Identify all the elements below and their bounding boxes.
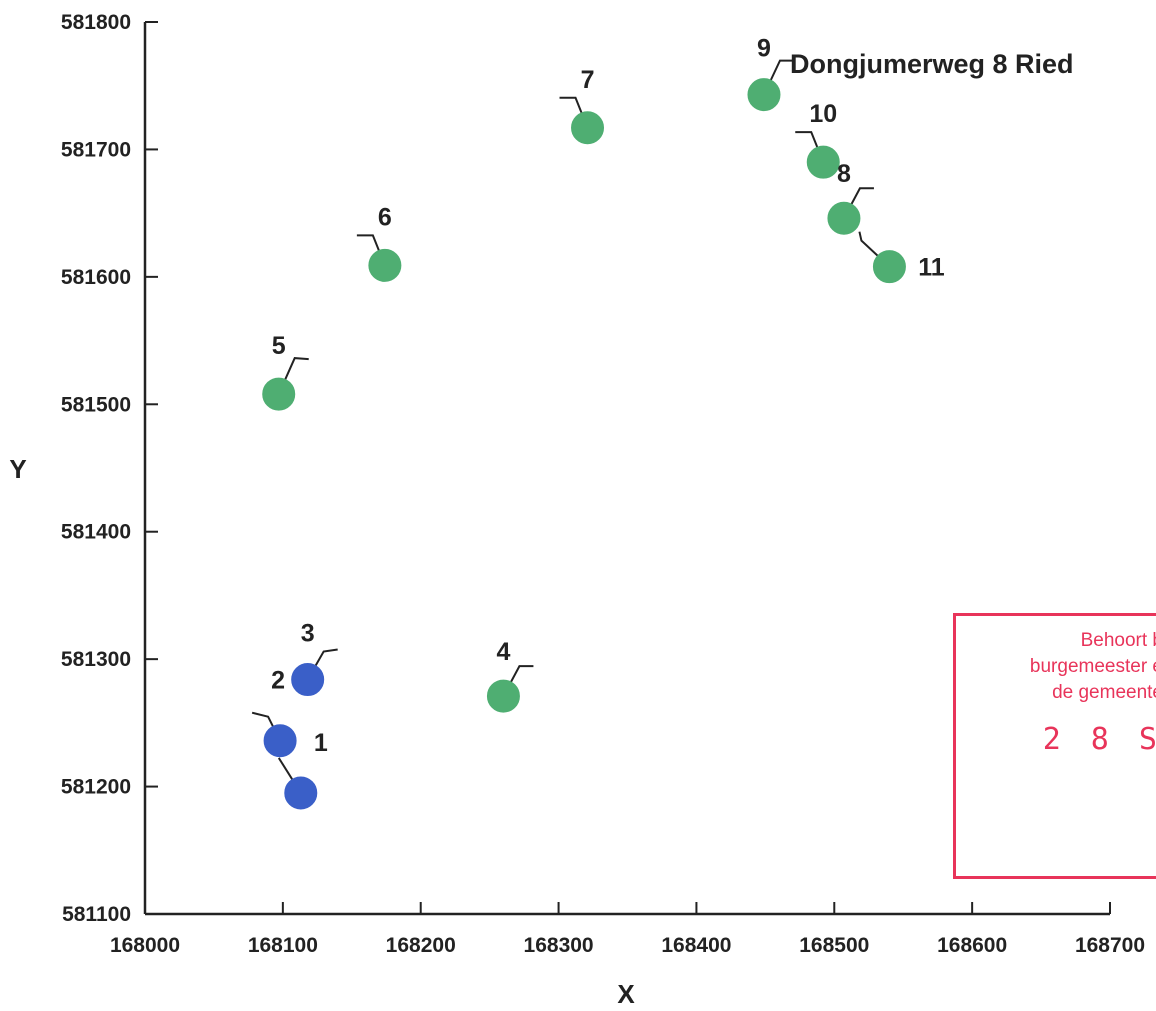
y-tick-label: 581100 — [62, 903, 131, 926]
x-tick-label: 168100 — [248, 934, 318, 957]
tick-labels: 5811005812005813005814005815005816005817… — [61, 11, 1145, 957]
stamp-line-2: burgemeester e — [1029, 656, 1156, 677]
data-point-7 — [571, 111, 605, 145]
point-label-5: 5 — [272, 332, 286, 360]
y-tick-label: 581500 — [61, 393, 131, 416]
data-point-3 — [291, 663, 325, 697]
point-label-11: 11 — [918, 254, 945, 282]
point-label-10: 10 — [809, 100, 837, 128]
y-tick-label: 581300 — [61, 648, 131, 671]
data-point-11 — [872, 250, 906, 284]
leader-lines — [251, 59, 891, 794]
y-tick-label: 581600 — [61, 266, 131, 289]
point-label-6: 6 — [378, 203, 392, 231]
stamp-date: 2 8 S — [1042, 722, 1156, 757]
data-point-1 — [284, 776, 318, 810]
point-label-1: 1 — [314, 729, 328, 757]
point-label-8: 8 — [837, 160, 851, 188]
y-tick-label: 581700 — [61, 138, 131, 161]
point-label-7: 7 — [581, 66, 595, 94]
y-tick-label: 581200 — [61, 776, 131, 799]
y-axis-title: Y — [9, 454, 26, 484]
x-axis-title: X — [617, 979, 635, 1009]
x-tick-label: 168500 — [799, 934, 869, 957]
stamp-line-1: Behoort b — [1080, 630, 1156, 651]
axes — [143, 21, 1111, 916]
x-tick-label: 168000 — [110, 934, 180, 957]
data-point-8 — [827, 201, 861, 235]
data-point-6 — [368, 248, 402, 282]
y-tick-label: 581800 — [61, 11, 131, 34]
data-point-9 — [747, 78, 781, 112]
x-tick-label: 168600 — [937, 934, 1007, 957]
point-label-2: 2 — [271, 667, 285, 695]
point-label-9: 9 — [757, 35, 771, 63]
data-point-2 — [263, 724, 297, 758]
data-point-5 — [262, 377, 296, 411]
red-stamp: Behoort b burgemeester e de gemeente 2 8… — [953, 613, 1156, 879]
stamp-line-3: de gemeente — [1052, 682, 1156, 703]
x-tick-label: 168400 — [661, 934, 731, 957]
point-label-4: 4 — [496, 638, 510, 666]
data-points — [262, 78, 906, 810]
x-tick-label: 168700 — [1075, 934, 1145, 957]
data-point-10 — [806, 145, 840, 179]
x-tick-label: 168200 — [386, 934, 456, 957]
y-tick-label: 581400 — [61, 521, 131, 544]
point-label-3: 3 — [301, 620, 315, 648]
chart-annotation: Dongjumerweg 8 Ried — [790, 49, 1074, 79]
x-tick-label: 168300 — [524, 934, 594, 957]
data-point-4 — [486, 679, 520, 713]
